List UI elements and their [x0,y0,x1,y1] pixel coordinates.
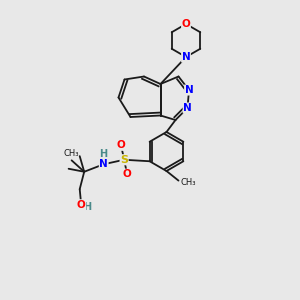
Text: N: N [182,52,190,62]
Text: N: N [183,103,192,113]
Text: O: O [117,140,125,150]
Text: H: H [99,149,107,159]
Text: H: H [83,202,91,212]
Text: N: N [99,159,108,169]
Text: CH₃: CH₃ [63,149,79,158]
Text: O: O [182,19,190,29]
Text: CH₃: CH₃ [181,178,197,187]
Text: S: S [120,155,128,165]
Text: O: O [77,200,85,210]
Text: N: N [184,85,194,95]
Text: O: O [123,169,131,179]
